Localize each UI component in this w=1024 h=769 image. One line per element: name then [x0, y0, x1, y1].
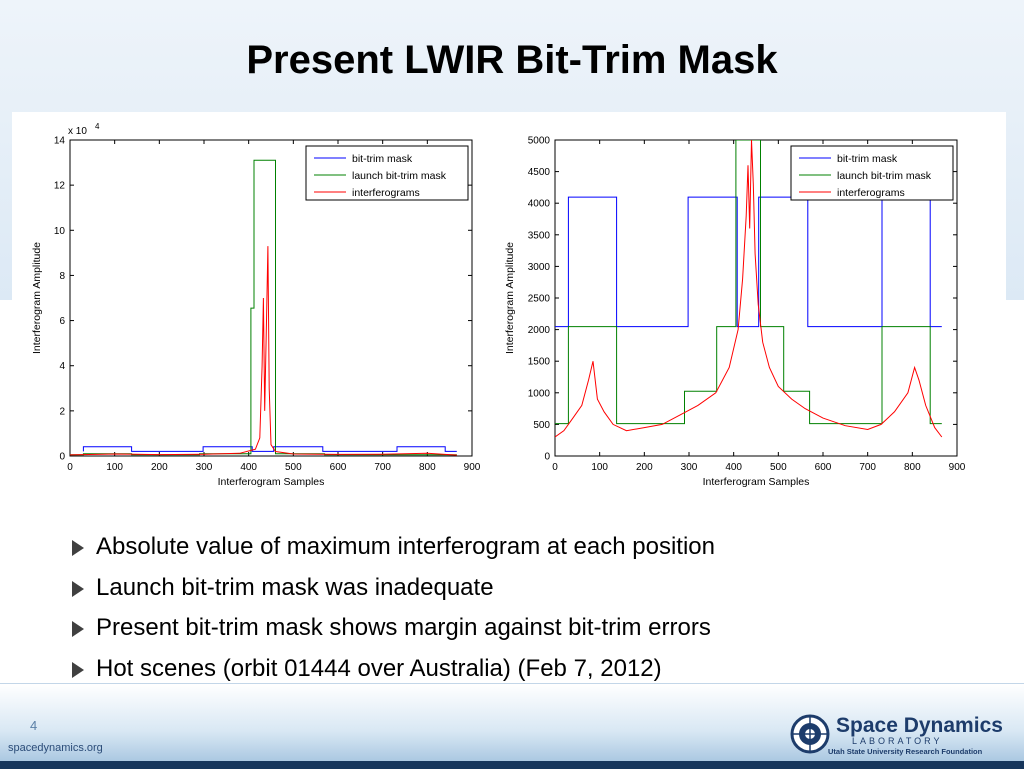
chart-left: 0 100 200 300 400 500 600 700 800 900 0 2 4 6 8 10 12 14x…	[31, 122, 481, 488]
legend-label: interferograms	[352, 187, 420, 199]
y-tick-label: 500	[533, 420, 550, 431]
x-tick-label: 700	[859, 462, 876, 473]
y-tick-label: 2	[59, 406, 65, 417]
y-tick-label: 2000	[528, 325, 551, 336]
triangle-bullet-icon	[72, 621, 84, 637]
series-group	[70, 159, 457, 456]
x-tick-label: 500	[770, 462, 787, 473]
logo-name: Space Dynamics	[836, 714, 1003, 737]
logo-tagline: Utah State University Research Foundatio…	[828, 747, 983, 756]
bullet-item: Present bit-trim mask shows margin again…	[70, 611, 970, 652]
x-tick-label: 200	[151, 462, 168, 473]
y-tick-label: 5000	[528, 136, 551, 147]
chart-right: 0 100 200 300 400 500 600 700 800 900 0 500 1000 1500…	[504, 136, 966, 489]
x-tick-label: 900	[464, 462, 481, 473]
y-axis-label: Interferogram Amplitude	[31, 242, 43, 354]
bullet-item: Hot scenes (orbit 01444 over Australia) …	[70, 652, 970, 693]
x-axis-label: Interferogram Samples	[218, 476, 325, 488]
sdl-emblem-icon	[790, 714, 830, 754]
y-tick-label: 3500	[528, 230, 551, 241]
x-tick-label: 500	[285, 462, 302, 473]
legend-label: interferograms	[837, 187, 905, 199]
x-tick-label: 100	[106, 462, 123, 473]
x-tick-label: 400	[725, 462, 742, 473]
series-line-0	[82, 446, 457, 452]
footer: 4 spacedynamics.org Space Dynamics LABOR…	[0, 683, 1024, 769]
y-tick-label: 3000	[528, 262, 551, 273]
x-tick-label: 700	[374, 462, 391, 473]
bullet-text: Launch bit-trim mask was inadequate	[96, 573, 494, 601]
footer-band	[0, 761, 1024, 769]
series-line-1	[555, 140, 942, 425]
legend-box	[305, 145, 469, 201]
y-tick-label: 2500	[528, 294, 551, 305]
bullet-text: Hot scenes (orbit 01444 over Australia) …	[96, 654, 662, 682]
x-tick-label: 200	[636, 462, 653, 473]
y-tick-label: 6	[59, 316, 65, 327]
legend-label: bit-trim mask	[837, 153, 898, 165]
y-tick-label: 0	[59, 452, 65, 463]
footer-url: spacedynamics.org	[8, 742, 103, 754]
series-line-2	[70, 246, 457, 456]
x-tick-label: 800	[419, 462, 436, 473]
x-axis-label: Interferogram Samples	[703, 476, 810, 488]
bullet-list: Absolute value of maximum interferogram …	[70, 530, 970, 692]
triangle-bullet-icon	[72, 540, 84, 556]
y-tick-label: 14	[54, 136, 66, 147]
page-number: 4	[30, 718, 38, 733]
x-tick-label: 800	[904, 462, 921, 473]
x-tick-label: 900	[949, 462, 966, 473]
y-tick-label: 10	[54, 226, 66, 237]
x-tick-label: 0	[67, 462, 73, 473]
y-tick-label: 0	[544, 452, 550, 463]
legend-label: launch bit-trim mask	[837, 170, 932, 182]
x-tick-label: 300	[681, 462, 698, 473]
y-multiplier-label: x 10	[68, 126, 87, 137]
y-tick-label: 12	[54, 181, 66, 192]
triangle-bullet-icon	[72, 661, 84, 678]
y-tick-label: 1500	[528, 357, 551, 368]
y-tick-label: 8	[59, 271, 65, 282]
legend-label: bit-trim mask	[352, 153, 413, 165]
y-tick-label: 4500	[528, 167, 551, 178]
space-dynamics-logo: Space Dynamics LABORATORY Utah State Uni…	[788, 712, 1003, 756]
slide-title: Present LWIR Bit-Trim Mask	[246, 38, 778, 82]
x-tick-label: 100	[591, 462, 608, 473]
triangle-bullet-icon	[72, 580, 84, 597]
bullet-item: Launch bit-trim mask was inadequate	[70, 571, 970, 612]
y-tick-label: 4000	[528, 199, 551, 210]
y-axis-label: Interferogram Amplitude	[504, 242, 516, 354]
y-tick-label: 4	[59, 361, 65, 372]
legend-box	[790, 145, 954, 201]
x-tick-label: 400	[240, 462, 257, 473]
bullet-text: Present bit-trim mask shows margin again…	[96, 614, 711, 641]
logo-subtitle: LABORATORY	[852, 736, 943, 746]
x-tick-label: 600	[815, 462, 832, 473]
bullet-text: Absolute value of maximum interferogram …	[96, 533, 715, 560]
series-line-2	[555, 140, 943, 438]
y-multiplier-exponent: 4	[95, 122, 100, 131]
y-tick-label: 1000	[528, 388, 551, 399]
x-tick-label: 0	[552, 462, 558, 473]
x-tick-label: 300	[196, 462, 213, 473]
legend-label: launch bit-trim mask	[352, 170, 447, 182]
bullet-item: Absolute value of maximum interferogram …	[70, 530, 970, 571]
x-tick-label: 600	[330, 462, 347, 473]
